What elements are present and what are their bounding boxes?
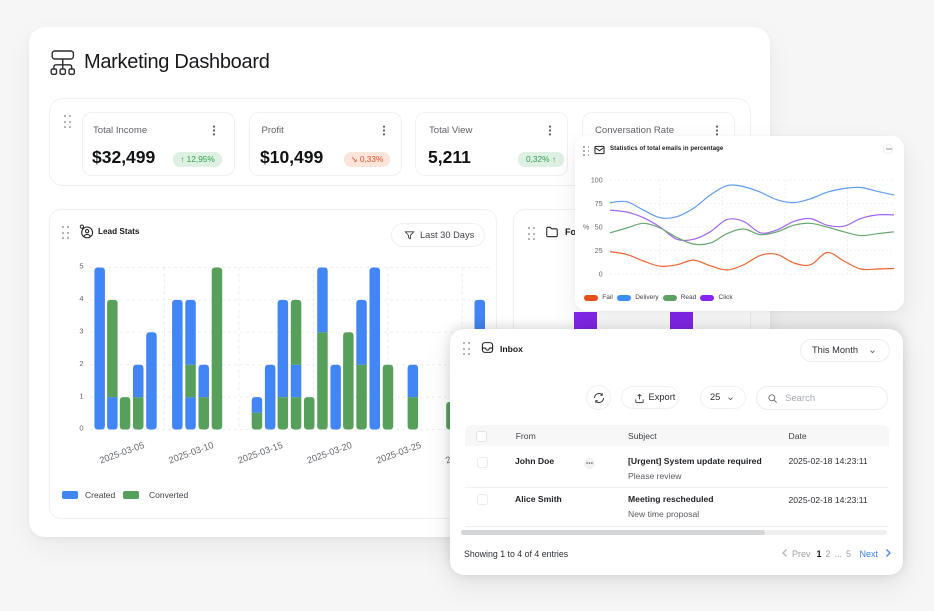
svg-text:1: 1 (79, 391, 83, 400)
svg-text:2025-03-05: 2025-03-05 (98, 440, 146, 465)
svg-text:5: 5 (79, 262, 83, 271)
svg-text:2025-03-25: 2025-03-25 (375, 440, 423, 465)
svg-text:2025-03-15: 2025-03-15 (236, 440, 284, 465)
svg-text:2: 2 (79, 359, 83, 368)
svg-text:3: 3 (79, 327, 83, 336)
svg-text:4: 4 (79, 294, 83, 303)
svg-text:0: 0 (599, 272, 603, 279)
svg-text:2025-03-20: 2025-03-20 (306, 440, 354, 465)
svg-text:0: 0 (79, 424, 83, 433)
svg-text:50: 50 (595, 225, 603, 232)
svg-text:75: 75 (595, 201, 603, 208)
svg-text:2025-03-10: 2025-03-10 (167, 440, 215, 465)
svg-text:100: 100 (591, 178, 603, 185)
svg-text:%: % (583, 225, 589, 232)
svg-text:25: 25 (595, 248, 603, 255)
